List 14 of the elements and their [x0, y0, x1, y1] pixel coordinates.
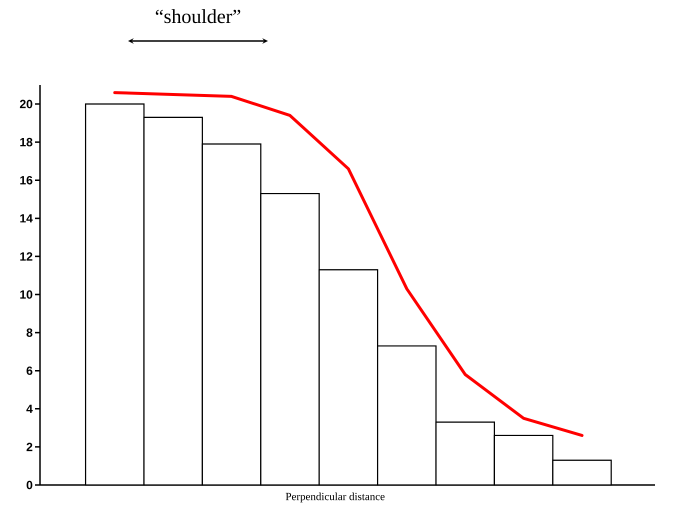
y-tick-label: 4	[26, 404, 33, 413]
y-tick-label: 0	[26, 480, 32, 490]
y-tick-label: 6	[26, 366, 32, 375]
y-tick-label: 10	[20, 290, 32, 299]
y-tick-label: 18	[20, 138, 32, 146]
y-tick-label: 20	[20, 100, 32, 108]
y-tick-label: 16	[20, 176, 32, 184]
x-axis-title: Perpendicular distance	[286, 492, 385, 502]
y-tick-label: 2	[26, 442, 32, 452]
y-tick-label: 14	[20, 214, 33, 222]
y-tick-label: 8	[26, 328, 32, 337]
text: “shoulder”	[156, 9, 240, 24]
y-tick-label: 12	[20, 252, 32, 261]
line-series	[113, 91, 584, 437]
